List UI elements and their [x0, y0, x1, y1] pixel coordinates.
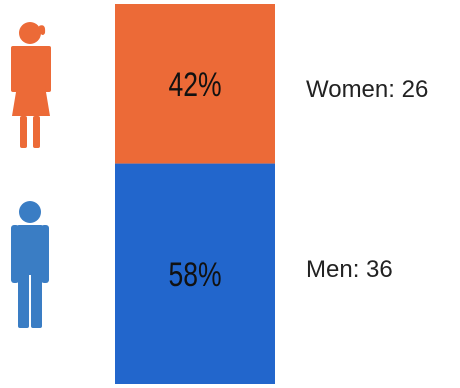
- bar-segment-women: [115, 4, 275, 164]
- female-figure-icon: [11, 22, 51, 148]
- male-figure-icon: [11, 201, 49, 328]
- bar-segment-men: [115, 163, 275, 384]
- category-label-women: Women: 26: [306, 76, 428, 103]
- percent-label-men: 58%: [168, 256, 221, 294]
- category-label-men: Men: 36: [306, 256, 393, 283]
- percent-label-women: 42%: [168, 66, 221, 104]
